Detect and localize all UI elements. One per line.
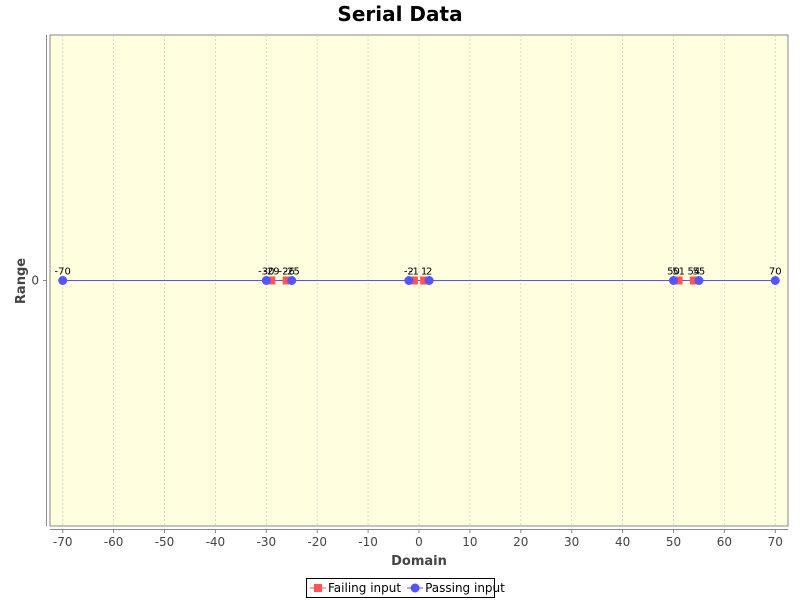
passing-input-point (694, 276, 704, 285)
failing-input-point (409, 276, 418, 285)
failing-input-point (282, 276, 291, 285)
point-label: -25 (284, 267, 300, 278)
passing-input-point (287, 276, 297, 285)
x-tick-label: -50 (155, 535, 175, 549)
data-point-labels: -29-26 -1 1 51 54 -70 -30 -25 -2 2 50 55 70 (55, 267, 782, 278)
x-tick-label: 70 (768, 535, 783, 549)
x-tick-label: -60 (104, 535, 124, 549)
failing-input-point (420, 276, 429, 285)
legend-box (306, 578, 495, 598)
point-label: 50 (667, 267, 680, 278)
x-tick-label: -20 (307, 535, 327, 549)
x-tick-label: 10 (462, 535, 477, 549)
legend-passing-marker (410, 583, 420, 593)
point-label: -29 (263, 267, 279, 278)
x-tick-label: -70 (53, 535, 73, 549)
failing-input-point (689, 276, 698, 285)
x-tick-label: -30 (257, 535, 277, 549)
point-label: 55 (693, 267, 706, 278)
x-tick-label: 0 (415, 535, 423, 549)
y-axis-title: Range (14, 258, 29, 304)
point-label: -1 (409, 267, 419, 278)
y-tick-label: 0 (31, 274, 39, 288)
point-label: -26 (278, 267, 294, 278)
passing-input-point (770, 276, 780, 285)
x-tick-label: -10 (358, 535, 378, 549)
point-label: 1 (421, 267, 427, 278)
x-tick-label: 20 (513, 535, 528, 549)
x-tick-label: -40 (206, 535, 226, 549)
legend-label: Passing input (425, 581, 505, 595)
failing-input-point (267, 276, 276, 285)
y-tick-labels: 0 (31, 274, 47, 288)
failing-input-point (674, 276, 683, 285)
point-label: 70 (769, 267, 782, 278)
point-label: -30 (258, 267, 274, 278)
passing-input-point (668, 276, 678, 285)
point-label: -70 (55, 267, 71, 278)
point-label: -2 (404, 267, 414, 278)
passing-input-point (404, 276, 414, 285)
passing-input-point (261, 276, 271, 285)
passing-input-point (58, 276, 68, 285)
legend: Failing input Passing input (306, 578, 505, 598)
legend-label: Failing input (328, 581, 401, 595)
x-tick-label: 40 (615, 535, 630, 549)
chart-title: Serial Data (337, 2, 462, 26)
point-label: 54 (687, 267, 700, 278)
passing-input-point (424, 276, 434, 285)
point-label: 51 (672, 267, 685, 278)
x-tick-label: 60 (717, 535, 732, 549)
x-axis-title: Domain (391, 554, 447, 569)
x-tick-label: 50 (666, 535, 681, 549)
legend-failing-marker (314, 584, 322, 592)
data-points (58, 276, 780, 285)
point-label: 2 (426, 267, 432, 278)
x-tick-labels: -70 -60 -50 -40 -30 -20 -10 0 10 20 30 40 50 60 70 (53, 529, 783, 549)
x-tick-label: 30 (564, 535, 579, 549)
